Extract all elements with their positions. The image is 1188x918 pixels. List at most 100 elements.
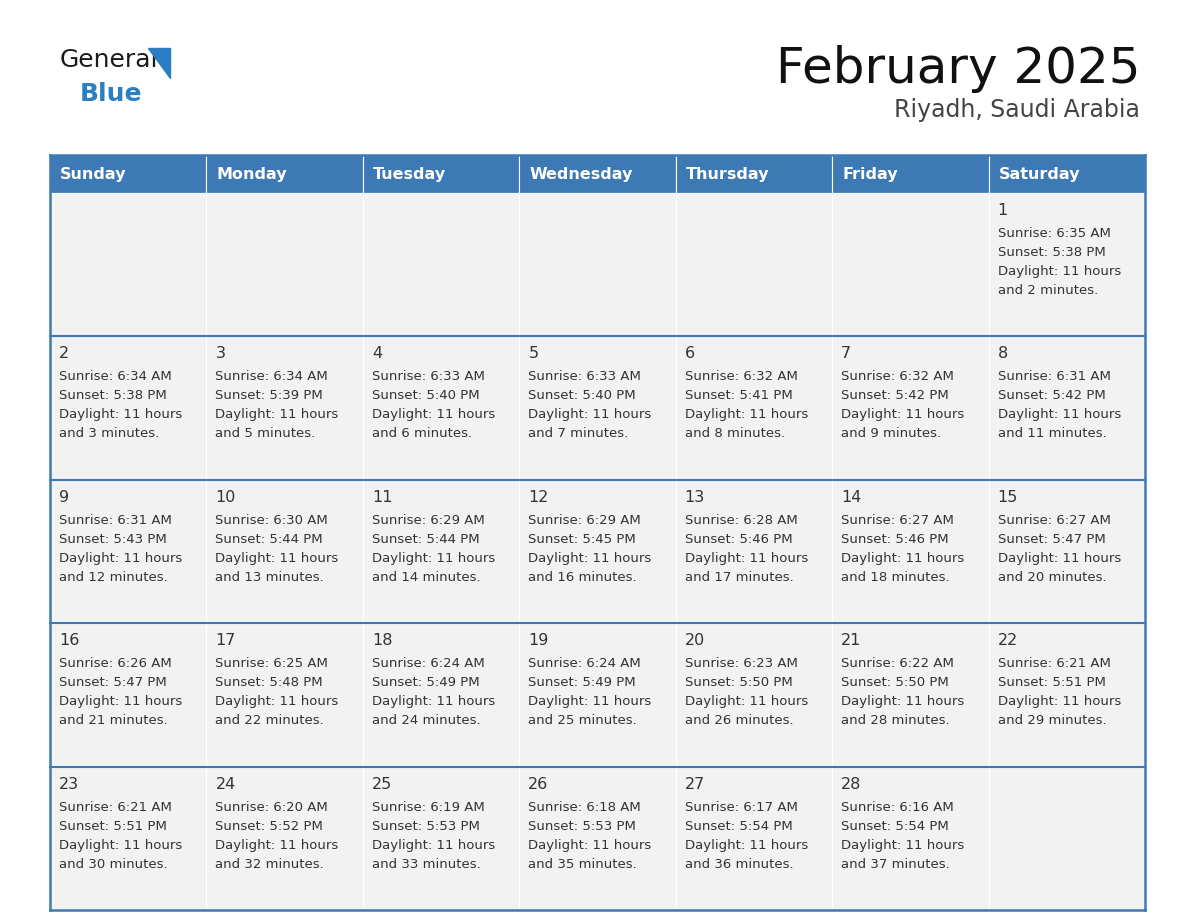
Text: Friday: Friday [842,166,898,182]
Text: Sunrise: 6:27 AM: Sunrise: 6:27 AM [841,514,954,527]
Text: Sunrise: 6:31 AM: Sunrise: 6:31 AM [59,514,172,527]
Text: Sunrise: 6:22 AM: Sunrise: 6:22 AM [841,657,954,670]
Bar [50,480,207,623]
Text: 11: 11 [372,490,392,505]
Text: and 7 minutes.: and 7 minutes. [529,428,628,441]
Text: Sunset: 5:45 PM: Sunset: 5:45 PM [529,532,636,546]
Text: Sunrise: 6:31 AM: Sunrise: 6:31 AM [998,370,1111,384]
Text: Daylight: 11 hours: Daylight: 11 hours [529,409,651,421]
Text: 27: 27 [684,777,704,791]
Text: and 16 minutes.: and 16 minutes. [529,571,637,584]
Text: Daylight: 11 hours: Daylight: 11 hours [215,552,339,565]
Text: Sunset: 5:44 PM: Sunset: 5:44 PM [372,532,480,546]
Text: Daylight: 11 hours: Daylight: 11 hours [59,409,182,421]
Text: and 35 minutes.: and 35 minutes. [529,857,637,870]
Bar [988,193,1145,336]
Text: Sunrise: 6:24 AM: Sunrise: 6:24 AM [372,657,485,670]
Bar [50,336,207,480]
Bar [676,336,832,480]
Text: Sunset: 5:50 PM: Sunset: 5:50 PM [684,677,792,689]
Text: 28: 28 [841,777,861,791]
Text: Daylight: 11 hours: Daylight: 11 hours [529,552,651,565]
Text: Daylight: 11 hours: Daylight: 11 hours [529,839,651,852]
Text: Daylight: 11 hours: Daylight: 11 hours [684,695,808,708]
Text: 20: 20 [684,633,704,648]
Text: Sunrise: 6:33 AM: Sunrise: 6:33 AM [529,370,642,384]
Bar [362,336,519,480]
Text: 16: 16 [59,633,80,648]
Text: and 25 minutes.: and 25 minutes. [529,714,637,727]
Text: Daylight: 11 hours: Daylight: 11 hours [684,839,808,852]
Text: Daylight: 11 hours: Daylight: 11 hours [998,409,1120,421]
Text: and 20 minutes.: and 20 minutes. [998,571,1106,584]
Text: Wednesday: Wednesday [530,166,633,182]
Text: General: General [61,48,158,72]
Text: and 28 minutes.: and 28 minutes. [841,714,949,727]
Bar [362,193,519,336]
Bar [988,480,1145,623]
Text: Sunrise: 6:23 AM: Sunrise: 6:23 AM [684,657,797,670]
Text: Daylight: 11 hours: Daylight: 11 hours [59,695,182,708]
Bar [207,623,362,767]
Text: Sunset: 5:54 PM: Sunset: 5:54 PM [684,820,792,833]
Text: Sunrise: 6:25 AM: Sunrise: 6:25 AM [215,657,328,670]
Bar [207,767,362,910]
Text: 22: 22 [998,633,1018,648]
Text: Daylight: 11 hours: Daylight: 11 hours [841,839,965,852]
Text: Daylight: 11 hours: Daylight: 11 hours [372,409,495,421]
Text: 5: 5 [529,346,538,362]
Text: 6: 6 [684,346,695,362]
Text: and 12 minutes.: and 12 minutes. [59,571,168,584]
Text: 2: 2 [59,346,69,362]
Text: Sunset: 5:47 PM: Sunset: 5:47 PM [998,532,1105,546]
Text: and 14 minutes.: and 14 minutes. [372,571,480,584]
Text: and 13 minutes.: and 13 minutes. [215,571,324,584]
Text: Sunrise: 6:34 AM: Sunrise: 6:34 AM [59,370,172,384]
Bar [988,155,1145,193]
Text: Monday: Monday [216,166,287,182]
Text: and 2 minutes.: and 2 minutes. [998,284,1098,297]
Text: and 17 minutes.: and 17 minutes. [684,571,794,584]
Text: 18: 18 [372,633,392,648]
Bar [50,155,207,193]
Text: 26: 26 [529,777,549,791]
Bar [207,480,362,623]
Text: and 3 minutes.: and 3 minutes. [59,428,159,441]
Text: Sunrise: 6:17 AM: Sunrise: 6:17 AM [684,800,797,813]
Text: 15: 15 [998,490,1018,505]
Text: Sunset: 5:38 PM: Sunset: 5:38 PM [59,389,166,402]
Text: Daylight: 11 hours: Daylight: 11 hours [684,409,808,421]
Text: Daylight: 11 hours: Daylight: 11 hours [215,839,339,852]
Bar [832,193,988,336]
Text: Sunset: 5:52 PM: Sunset: 5:52 PM [215,820,323,833]
Text: 21: 21 [841,633,861,648]
Text: Sunset: 5:39 PM: Sunset: 5:39 PM [215,389,323,402]
Text: Thursday: Thursday [685,166,769,182]
Bar [676,480,832,623]
Text: 24: 24 [215,777,235,791]
Text: and 11 minutes.: and 11 minutes. [998,428,1106,441]
Bar [676,623,832,767]
Text: Sunrise: 6:29 AM: Sunrise: 6:29 AM [529,514,642,527]
Text: 19: 19 [529,633,549,648]
Text: Sunrise: 6:27 AM: Sunrise: 6:27 AM [998,514,1111,527]
Text: Sunset: 5:44 PM: Sunset: 5:44 PM [215,532,323,546]
Text: Sunset: 5:43 PM: Sunset: 5:43 PM [59,532,166,546]
Text: Daylight: 11 hours: Daylight: 11 hours [215,695,339,708]
Text: Sunrise: 6:21 AM: Sunrise: 6:21 AM [59,800,172,813]
Text: 7: 7 [841,346,852,362]
Text: Sunrise: 6:24 AM: Sunrise: 6:24 AM [529,657,642,670]
Text: Sunset: 5:51 PM: Sunset: 5:51 PM [998,677,1106,689]
Text: 17: 17 [215,633,235,648]
Text: and 26 minutes.: and 26 minutes. [684,714,794,727]
Text: 12: 12 [529,490,549,505]
Text: and 22 minutes.: and 22 minutes. [215,714,324,727]
Bar [519,336,676,480]
Text: Sunrise: 6:26 AM: Sunrise: 6:26 AM [59,657,172,670]
Text: and 9 minutes.: and 9 minutes. [841,428,941,441]
Text: Daylight: 11 hours: Daylight: 11 hours [372,552,495,565]
Text: Sunset: 5:50 PM: Sunset: 5:50 PM [841,677,949,689]
Bar [988,336,1145,480]
Text: Sunset: 5:42 PM: Sunset: 5:42 PM [841,389,949,402]
Bar [207,155,362,193]
